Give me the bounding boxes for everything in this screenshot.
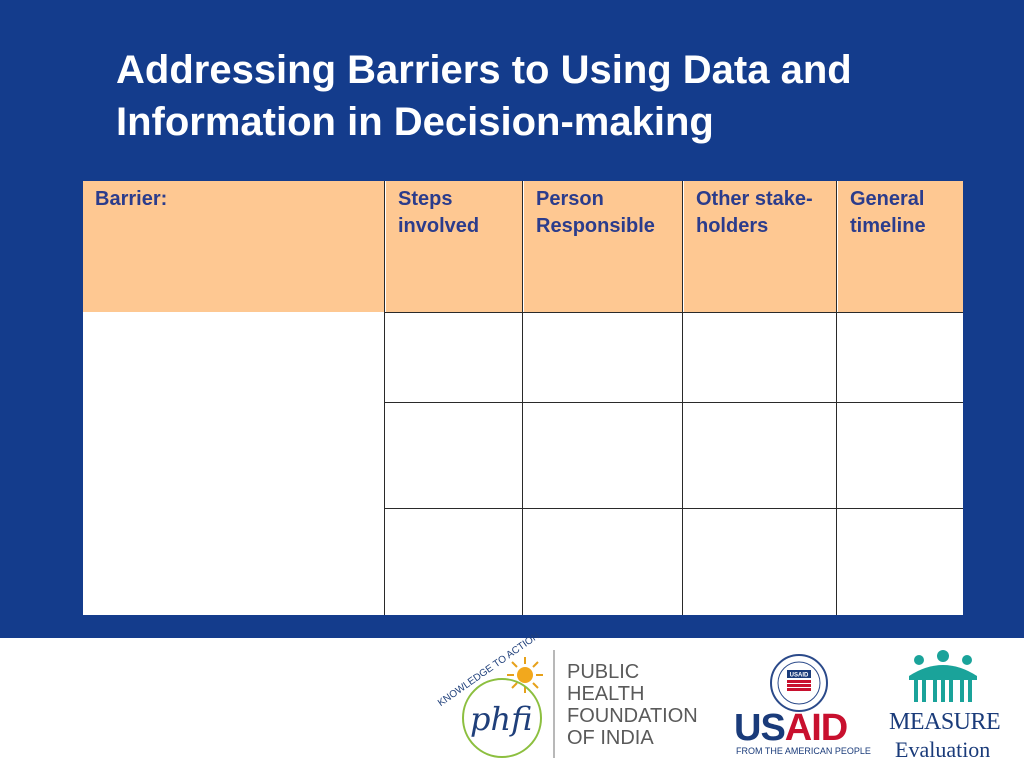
phfi-name: PUBLIC HEALTH FOUNDATION OF INDIA (567, 661, 698, 749)
slide-title: Addressing Barriers to Using Data and In… (116, 44, 996, 148)
row-divider (384, 402, 963, 403)
phfi-logotype: phfi (470, 700, 533, 738)
header-general-timeline: General timeline (838, 181, 963, 312)
header-person-line-2: Responsible (536, 215, 655, 237)
header-other-stakeholders: Other stake- holders (684, 181, 836, 312)
slide-title-line-1: Addressing Barriers to Using Data and (116, 48, 852, 92)
header-steps-involved: Steps involved (386, 181, 522, 312)
measure-subtitle: Evaluation (895, 737, 991, 762)
header-steps-line-2: involved (398, 215, 480, 237)
people-icon (909, 650, 977, 702)
sun-icon (507, 657, 543, 693)
usaid-seal-label: USAID (790, 673, 809, 679)
table-cell-r2-timeline[interactable] (838, 403, 963, 508)
usaid-wordmark: USAID (734, 707, 848, 750)
table-cell-r3-stakeholders[interactable] (684, 509, 836, 615)
usaid-seal-icon: USAID (770, 654, 828, 712)
table-cell-r1-timeline[interactable] (838, 313, 963, 402)
row-divider (384, 508, 963, 509)
column-divider (384, 181, 385, 615)
barrier-planning-table: Barrier: Steps involved Person Responsib… (83, 181, 963, 615)
row-divider (384, 312, 963, 313)
header-person-line-1: Person (536, 188, 604, 210)
table-cell-r2-person[interactable] (524, 403, 682, 508)
header-barrier-label: Barrier: (95, 188, 168, 210)
phfi-name-line-2: HEALTH (567, 683, 645, 705)
column-divider (682, 181, 683, 615)
header-steps-line-1: Steps (398, 188, 453, 210)
table-cell-r2-steps[interactable] (386, 403, 522, 508)
header-timeline-line-1: General (850, 188, 925, 210)
table-cell-r3-timeline[interactable] (838, 509, 963, 615)
usaid-wordmark-us: US (734, 707, 786, 749)
slide-title-line-2: Information in Decision-making (116, 100, 714, 144)
phfi-name-line-1: PUBLIC (567, 661, 640, 683)
column-divider (836, 181, 837, 615)
barrier-cell[interactable] (83, 312, 384, 615)
measure-wordmark: MEASURE (889, 709, 1001, 735)
table-cell-r1-steps[interactable] (386, 313, 522, 402)
header-barrier: Barrier: (83, 181, 384, 312)
header-stakeholders-line-1: Other stake- (696, 188, 813, 210)
table-cell-r2-stakeholders[interactable] (684, 403, 836, 508)
phfi-name-line-4: OF INDIA (567, 727, 654, 749)
column-divider (522, 181, 523, 615)
phfi-name-line-3: FOUNDATION (567, 705, 698, 727)
phfi-circle (462, 678, 542, 758)
header-timeline-line-2: timeline (850, 215, 926, 237)
table-cell-r1-stakeholders[interactable] (684, 313, 836, 402)
usaid-tagline: FROM THE AMERICAN PEOPLE (736, 746, 871, 756)
table-cell-r3-person[interactable] (524, 509, 682, 615)
usaid-wordmark-aid: AID (784, 707, 848, 749)
header-person-responsible: Person Responsible (524, 181, 682, 312)
header-stakeholders-line-2: holders (696, 215, 769, 237)
logo-divider (553, 650, 555, 758)
table-cell-r3-steps[interactable] (386, 509, 522, 615)
table-cell-r1-person[interactable] (524, 313, 682, 402)
